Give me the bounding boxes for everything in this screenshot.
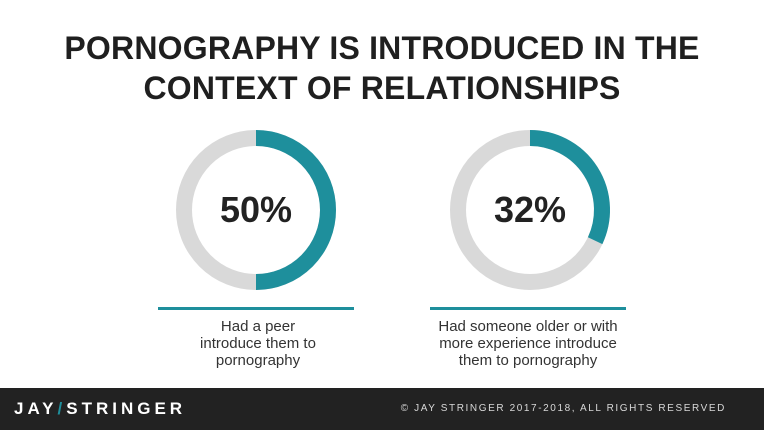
- donut-value-peer: 50%: [219, 189, 293, 230]
- caption-older-line-3: them to pornography: [458, 352, 598, 369]
- caption-peer-line-3: pornography: [215, 352, 301, 369]
- brand-logo: JAY/STRINGER: [14, 399, 186, 419]
- caption-peer-line-2: introduce them to: [200, 335, 316, 352]
- donut-svg-peer: [176, 130, 336, 290]
- title-line-1: PORNOGRAPHY IS INTRODUCED IN THE: [64, 30, 700, 66]
- donut-chart-older: 32%: [445, 125, 615, 295]
- caption-older: Had someone older or with more experienc…: [418, 318, 638, 369]
- caption-rule-peer: [158, 307, 354, 310]
- donut-svg-older: [450, 130, 610, 290]
- donut-value-older: 32%: [493, 189, 567, 230]
- caption-peer-line-1: Had a peer: [220, 318, 296, 335]
- caption-peer: Had a peer introduce them to pornography: [148, 318, 368, 369]
- donut-arc-older: [529, 130, 610, 245]
- footer-bar: JAY/STRINGER © JAY STRINGER 2017-2018, A…: [0, 388, 764, 430]
- donut-arc-peer: [255, 130, 336, 290]
- logo-left-text: JAY: [14, 399, 58, 418]
- title-line-2: CONTEXT OF RELATIONSHIPS: [143, 70, 621, 106]
- caption-older-line-2: more experience introduce: [439, 335, 617, 352]
- caption-older-line-1: Had someone older or with: [438, 318, 618, 335]
- caption-rule-older: [430, 307, 626, 310]
- logo-slash: /: [57, 399, 67, 418]
- logo-right-text: STRINGER: [66, 399, 187, 418]
- copyright-text: © JAY STRINGER 2017-2018, ALL RIGHTS RES…: [400, 403, 726, 414]
- slide-title: PORNOGRAPHY IS INTRODUCED IN THE CONTEXT…: [0, 28, 764, 108]
- donut-chart-peer: 50%: [171, 125, 341, 295]
